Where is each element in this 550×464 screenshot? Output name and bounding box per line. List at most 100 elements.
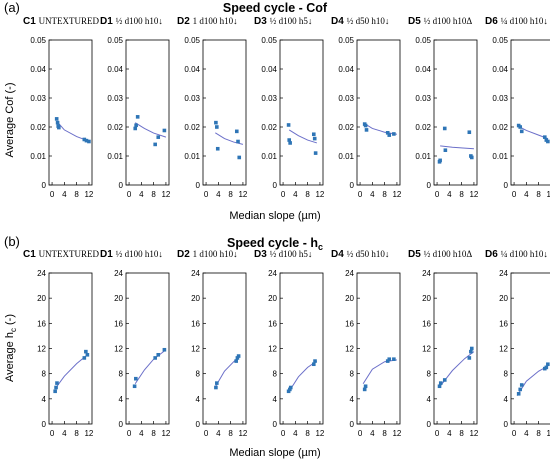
x-tick-label: 8 xyxy=(382,190,387,199)
x-tick-label: 4 xyxy=(216,429,221,438)
y-tick-label: 0.01 xyxy=(261,152,277,161)
data-point xyxy=(443,148,448,152)
y-tick-label: 20 xyxy=(499,294,508,303)
subplot-a-d2: D2 1 d100 h10↓00.010.020.030.040.050 4 8 12 xyxy=(177,16,248,199)
y-tick-label: 0.03 xyxy=(30,94,46,103)
y-tick-label: 12 xyxy=(37,345,46,354)
y-tick-label: 12 xyxy=(422,345,431,354)
y-tick-label: 0.05 xyxy=(107,36,123,45)
data-point xyxy=(438,381,443,385)
x-tick-label: 4 xyxy=(139,190,144,199)
y-tick-label: 4 xyxy=(273,395,278,404)
y-tick-label: 0.05 xyxy=(261,36,277,45)
y-tick-label: 0.02 xyxy=(415,123,431,132)
data-point xyxy=(82,137,87,142)
y-tick-label: 0.04 xyxy=(492,65,508,74)
y-tick-label: 0.03 xyxy=(338,94,354,103)
y-tick-label: 0 xyxy=(119,420,124,429)
y-tick-label: 20 xyxy=(422,294,431,303)
x-tick-label: 12 xyxy=(84,429,93,438)
x-tick-label: 0 xyxy=(358,190,363,199)
data-point xyxy=(387,357,392,361)
data-point xyxy=(82,356,87,360)
subplot-code: D2 xyxy=(177,249,193,260)
x-tick-label: 0 xyxy=(435,429,440,438)
subplot-code: D6 xyxy=(485,249,501,260)
subplot-condition: ½ d100 h5↓ xyxy=(270,16,313,26)
data-point xyxy=(153,142,157,147)
x-tick-label: 0 xyxy=(358,429,363,438)
subplot-code: D1 xyxy=(100,249,116,260)
y-tick-label: 0.03 xyxy=(107,94,123,103)
data-point xyxy=(134,123,138,128)
x-tick-label: 0 xyxy=(127,190,132,199)
fit-curve xyxy=(134,349,167,385)
fit-curve xyxy=(516,365,549,396)
data-point xyxy=(54,117,59,121)
plot-frame xyxy=(356,39,401,186)
subplot-code: D4 xyxy=(331,249,347,260)
data-point xyxy=(519,383,524,387)
y-tick-label: 0.04 xyxy=(30,65,46,74)
data-point xyxy=(469,155,474,160)
x-tick-label: 12 xyxy=(469,429,478,438)
data-point xyxy=(214,385,218,390)
y-tick-label: 0.05 xyxy=(30,36,46,45)
data-point xyxy=(518,125,523,129)
subplot-header: D6 ¼ d100 h10↓ xyxy=(485,16,548,27)
data-point xyxy=(84,138,89,143)
data-point xyxy=(392,132,396,136)
y-tick-label: 12 xyxy=(499,345,508,354)
data-point xyxy=(364,128,369,132)
plot-frame xyxy=(433,39,478,186)
data-point xyxy=(546,139,550,144)
data-point xyxy=(234,359,238,363)
subplot-header: D6 ¼ d100 h10↓ xyxy=(485,249,548,260)
panel-b-ylabel-tail: (-) xyxy=(4,314,16,328)
data-point xyxy=(156,352,161,357)
subplot-condition: ½ d100 h10Δ xyxy=(424,16,473,26)
data-point xyxy=(392,357,396,361)
x-tick-label: 8 xyxy=(74,429,79,438)
y-tick-label: 0.02 xyxy=(338,123,354,132)
x-tick-label: 12 xyxy=(546,429,550,438)
y-tick-label: 0 xyxy=(504,181,509,190)
plot-frame xyxy=(510,272,550,425)
data-point xyxy=(469,346,474,351)
subplot-header: D5 ½ d100 h10Δ xyxy=(408,249,472,260)
x-tick-label: 4 xyxy=(139,429,144,438)
data-point xyxy=(442,126,447,131)
subplot-condition: 1 d100 h10↓ xyxy=(193,249,238,259)
subplot-condition: ½ d50 h10↓ xyxy=(347,249,390,259)
data-point xyxy=(85,352,90,357)
y-tick-label: 12 xyxy=(114,345,123,354)
data-point xyxy=(313,151,318,155)
data-point xyxy=(162,347,167,352)
subplot-header: D2 1 d100 h10↓ xyxy=(177,16,238,27)
fit-curve xyxy=(288,129,318,144)
subplot-a-d1: D1 ½ d100 h10↓00.010.020.030.040.050 4 8 12 xyxy=(100,16,171,199)
plot-frame xyxy=(356,272,401,425)
data-point xyxy=(438,158,442,163)
data-point xyxy=(234,129,239,134)
y-tick-label: 8 xyxy=(504,370,509,379)
y-tick-label: 16 xyxy=(422,319,431,328)
y-tick-label: 0 xyxy=(350,181,355,190)
y-tick-label: 12 xyxy=(345,345,354,354)
y-tick-label: 0 xyxy=(504,420,509,429)
fit-curve xyxy=(134,122,167,138)
y-tick-label: 16 xyxy=(268,319,277,328)
y-tick-label: 24 xyxy=(37,269,46,278)
y-tick-label: 4 xyxy=(427,395,432,404)
plot-frame xyxy=(279,39,324,186)
x-tick-label: 8 xyxy=(459,190,464,199)
panel-a-xlabel: Median slope (µm) xyxy=(229,210,320,222)
subplot-header: D1 ½ d100 h10↓ xyxy=(100,16,163,27)
y-tick-label: 0.02 xyxy=(184,123,200,132)
data-point xyxy=(214,120,218,125)
y-tick-label: 24 xyxy=(499,269,508,278)
